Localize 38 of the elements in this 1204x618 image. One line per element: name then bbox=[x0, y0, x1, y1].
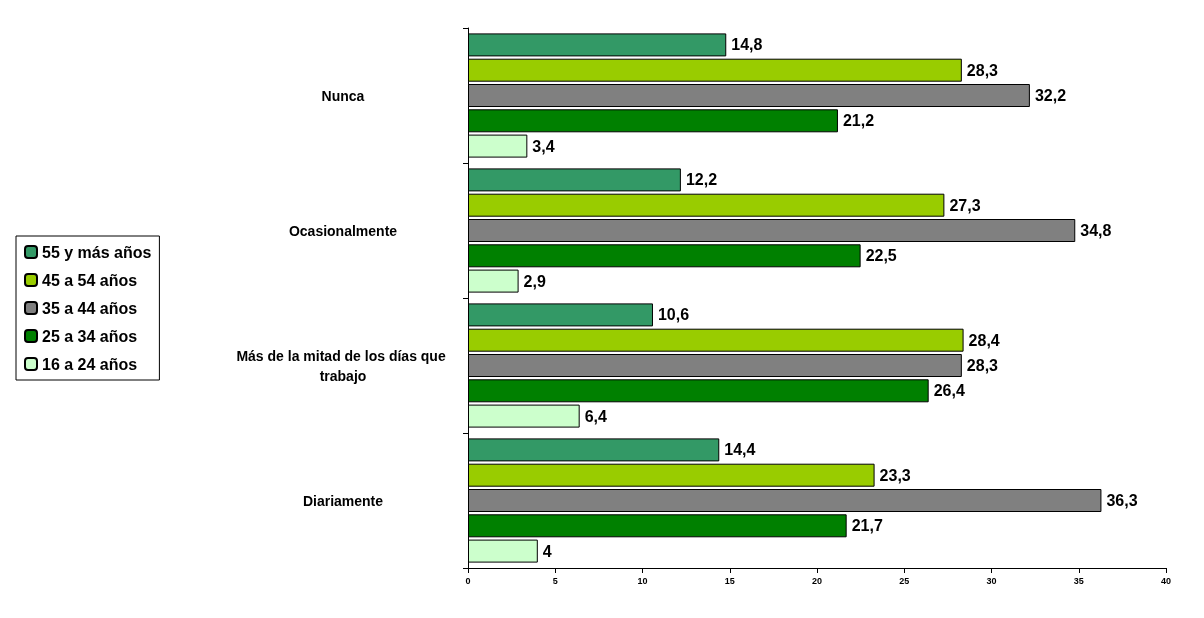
y-tick-label: Ocasionalmente bbox=[288, 222, 398, 239]
x-tick-label: 20 bbox=[811, 575, 823, 586]
x-tick-label: 0 bbox=[465, 575, 471, 586]
legend-label: 55 y más años bbox=[42, 243, 152, 261]
x-tick-label: 25 bbox=[899, 575, 910, 586]
x-tick-label: 5 bbox=[552, 575, 558, 586]
legend-label: 45 a 54 años bbox=[42, 271, 138, 289]
y-tick-label: Diariamente bbox=[302, 492, 384, 509]
data-label: 3,4 bbox=[532, 137, 555, 155]
legend-label: 25 a 34 años bbox=[42, 327, 138, 345]
data-label: 23,3 bbox=[879, 466, 911, 484]
data-label: 14,8 bbox=[731, 36, 763, 54]
data-label: 34,8 bbox=[1080, 222, 1112, 239]
x-tick-label: 15 bbox=[724, 575, 735, 586]
x-tick-label: 30 bbox=[986, 575, 997, 586]
x-tick-label: 10 bbox=[637, 575, 648, 586]
x-tick-label: 35 bbox=[1073, 575, 1084, 586]
data-label: 4 bbox=[542, 542, 552, 560]
data-label: 36,3 bbox=[1106, 492, 1138, 509]
data-label: 12,2 bbox=[685, 171, 718, 189]
data-label: 6,4 bbox=[584, 407, 608, 425]
legend-label: 35 a 44 años bbox=[42, 299, 138, 317]
data-label: 14,4 bbox=[724, 441, 756, 459]
legend-label: 16 a 24 años bbox=[42, 355, 138, 373]
data-label: 21,7 bbox=[851, 517, 883, 535]
data-label: 21,2 bbox=[842, 112, 875, 130]
data-label: 28,3 bbox=[966, 357, 999, 374]
data-label: 22,5 bbox=[865, 247, 897, 265]
y-tick-label: Nunca bbox=[321, 87, 365, 104]
data-label: 26,4 bbox=[933, 382, 965, 400]
data-label: 2,9 bbox=[523, 272, 546, 290]
data-label: 10,6 bbox=[657, 306, 690, 324]
data-label: 32,2 bbox=[1034, 87, 1067, 104]
y-tick-label: Más de la mitad de los días que trabajo bbox=[236, 347, 450, 384]
data-label: 28,3 bbox=[966, 61, 999, 79]
data-label: 27,3 bbox=[949, 196, 981, 214]
x-tick-label: 40 bbox=[1160, 575, 1172, 586]
data-label: 28,4 bbox=[968, 331, 1000, 349]
